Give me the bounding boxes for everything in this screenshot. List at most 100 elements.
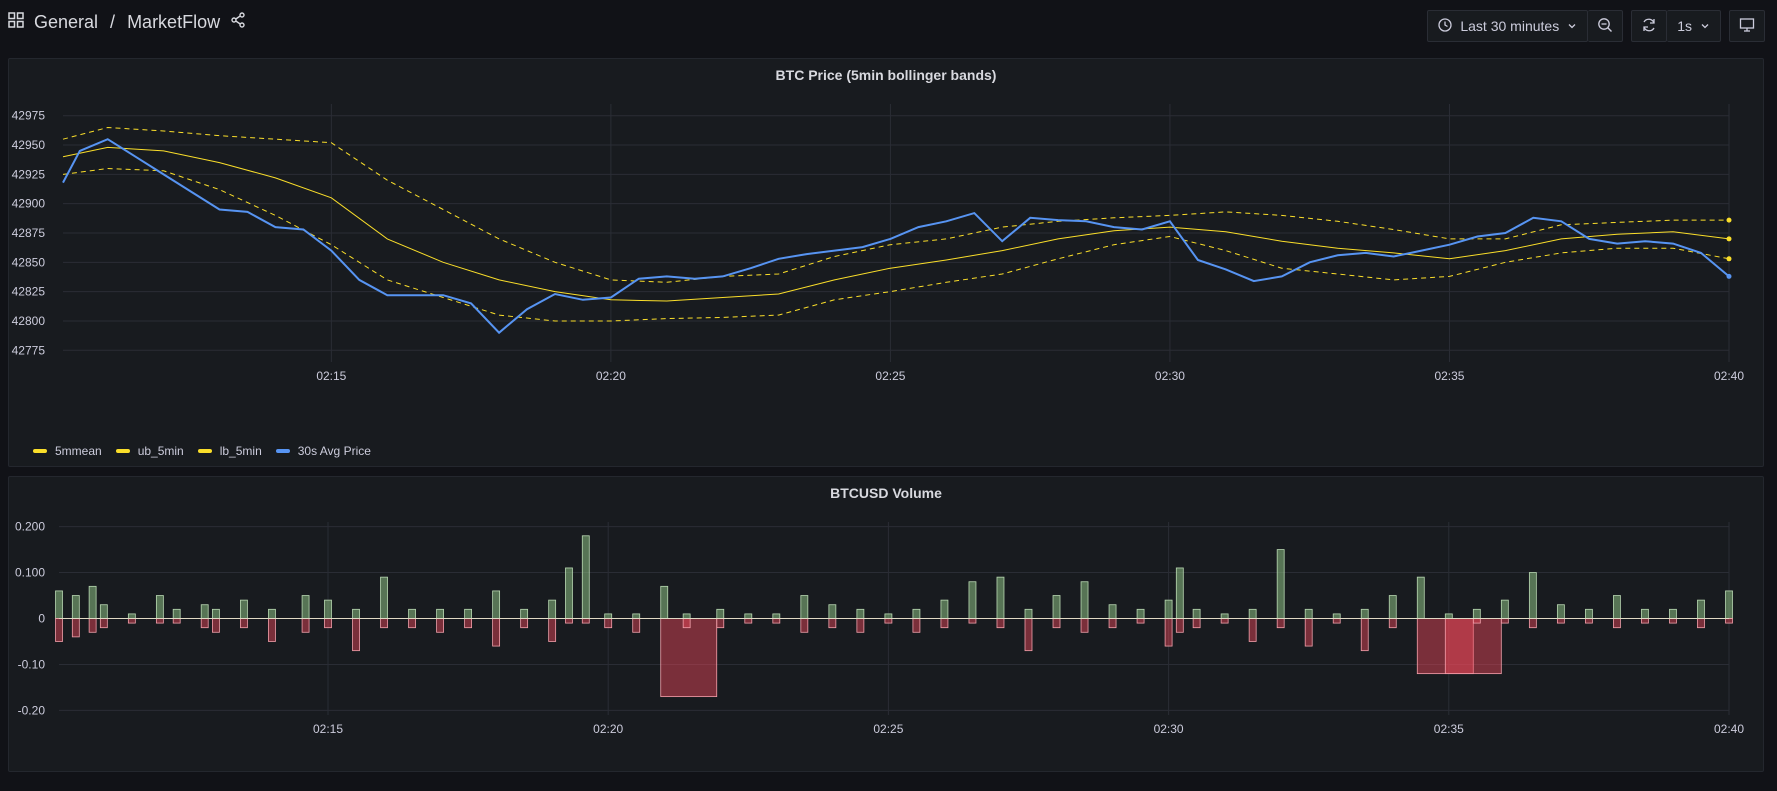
buy-volume-bar: [324, 599, 332, 619]
sell-volume-bar: [1528, 618, 1537, 629]
legend-item-ub-5min[interactable]: ub_5min: [115, 444, 184, 458]
buy-volume-bar: [1108, 604, 1117, 619]
sell-volume-bar: [1304, 618, 1313, 647]
sell-volume-bar: [55, 618, 63, 642]
time-range-label: Last 30 minutes: [1460, 18, 1560, 34]
sell-volume-bar: [1669, 618, 1677, 624]
sell-volume-bar: [940, 618, 949, 629]
dashboard-title[interactable]: MarketFlow: [127, 12, 221, 32]
buy-volume-bar: [1136, 608, 1145, 619]
buy-volume-bar: [800, 595, 809, 619]
buy-volume-bar: [581, 535, 590, 619]
buy-volume-bar: [1725, 590, 1733, 619]
sell-volume-bar: [581, 618, 590, 624]
legend-item-30s-avg-price[interactable]: 30s Avg Price: [275, 444, 371, 458]
panel-title[interactable]: BTCUSD Volume: [830, 485, 942, 501]
breadcrumb-separator: /: [110, 12, 116, 32]
legend-item-5mmean[interactable]: 5mmean: [33, 444, 102, 458]
sell-volume-bar: [301, 618, 310, 633]
buy-volume-bar: [1304, 608, 1313, 619]
sell-volume-bar: [1164, 618, 1173, 647]
buy-volume-bar: [408, 608, 416, 619]
buy-volume-bar: [660, 585, 669, 619]
x-tick-label: 02:15: [313, 722, 343, 736]
panel-title[interactable]: BTC Price (5min bollinger bands): [775, 67, 997, 83]
sell-volume-bar: [1584, 618, 1593, 624]
chart-legend: 5mmean ub_5min lb_5min 30s Avg Price: [33, 444, 371, 458]
x-tick-label: 02:35: [1434, 369, 1464, 383]
buy-volume-bar: [565, 567, 573, 619]
x-tick-label: 02:20: [596, 369, 626, 383]
tv-mode-button[interactable]: [1729, 10, 1765, 42]
buy-volume-bar: [716, 608, 725, 619]
sell-volume-bar: [716, 618, 725, 629]
sell-volume-bar: [1472, 618, 1481, 624]
share-icon[interactable]: [230, 12, 246, 33]
sell-volume-bar: [1697, 618, 1705, 629]
sell-volume-bar: [71, 618, 80, 638]
buy-volume-bar: [1080, 581, 1089, 619]
zoom-out-button[interactable]: [1588, 10, 1624, 42]
buy-volume-bar: [1528, 572, 1537, 619]
sell-volume-bar: [565, 618, 573, 624]
sell-volume-bar: [682, 618, 691, 629]
volume-chart: 0.200 0.100 0 -0.10 -0.20 02:15 02:20 02:25 02:3…: [15, 520, 1744, 736]
series-endpoint: [1726, 217, 1732, 223]
y-tick-label: 0.100: [15, 566, 45, 580]
breadcrumb-folder-link[interactable]: General: [34, 12, 99, 32]
legend-swatch: [275, 449, 290, 453]
y-tick-label: 0.200: [15, 520, 45, 534]
refresh-interval-label: 1s: [1677, 18, 1692, 34]
legend-item-lb-5min[interactable]: lb_5min: [197, 444, 262, 458]
buy-volume-bar: [1024, 608, 1033, 619]
sell-volume-bar: [1613, 618, 1621, 629]
x-tick-label: 02:40: [1714, 722, 1744, 736]
buy-volume-bar: [1175, 567, 1184, 619]
buy-volume-bar: [1472, 608, 1481, 619]
buy-volume-bar: [1669, 608, 1677, 619]
buy-volume-bar: [996, 576, 1005, 619]
refresh-interval-picker[interactable]: 1s: [1667, 10, 1721, 42]
sell-volume-bar: [772, 618, 781, 624]
buy-volume-bar: [940, 599, 949, 619]
buy-volume-bar: [520, 608, 529, 619]
buy-volume-bar: [436, 608, 444, 619]
sell-volume-bar: [1556, 618, 1565, 624]
buy-volume-bar: [1220, 613, 1229, 619]
buy-volume-bar: [1164, 599, 1173, 619]
y-tick-label: -0.10: [18, 657, 46, 671]
buy-volume-bar: [1444, 613, 1453, 619]
sell-volume-bar: [828, 618, 837, 629]
sell-volume-bar: [324, 618, 332, 629]
sell-volume-bar: [548, 618, 557, 642]
series-endpoint: [1726, 236, 1732, 242]
series-line-ub-5min: [62, 126, 1729, 283]
series-line-lb-5min: [62, 167, 1730, 322]
x-tick-label: 02:25: [875, 369, 905, 383]
buy-volume-bar: [71, 595, 80, 619]
buy-volume-bar: [464, 608, 472, 619]
x-tick-label: 02:35: [1434, 722, 1464, 736]
buy-volume-bar: [99, 604, 108, 619]
breadcrumb: General / MarketFlow: [8, 12, 246, 33]
sell-volume-bar: [1725, 618, 1733, 624]
refresh-button[interactable]: [1631, 10, 1668, 42]
sell-volume-bar: [912, 618, 921, 633]
buy-volume-bar: [682, 613, 691, 619]
buy-volume-bar: [200, 604, 209, 619]
sell-volume-bar: [1080, 618, 1089, 633]
legend-swatch: [115, 449, 130, 453]
buy-volume-bar: [1697, 599, 1705, 619]
y-tick-label: 42800: [12, 314, 46, 328]
buy-volume-bar: [744, 613, 753, 619]
x-tick-label: 02:25: [873, 722, 903, 736]
sell-volume-bar: [99, 618, 108, 629]
time-range-picker[interactable]: Last 30 minutes: [1427, 10, 1589, 42]
dashboards-grid-icon[interactable]: [8, 12, 24, 33]
buy-volume-bar: [1416, 576, 1425, 619]
buy-volume-bar: [1613, 595, 1621, 619]
buy-volume-bar: [1052, 595, 1061, 619]
sell-volume-bar: [1641, 618, 1649, 624]
y-tick-label: 42975: [12, 109, 46, 123]
sell-volume-bar: [1192, 618, 1201, 629]
